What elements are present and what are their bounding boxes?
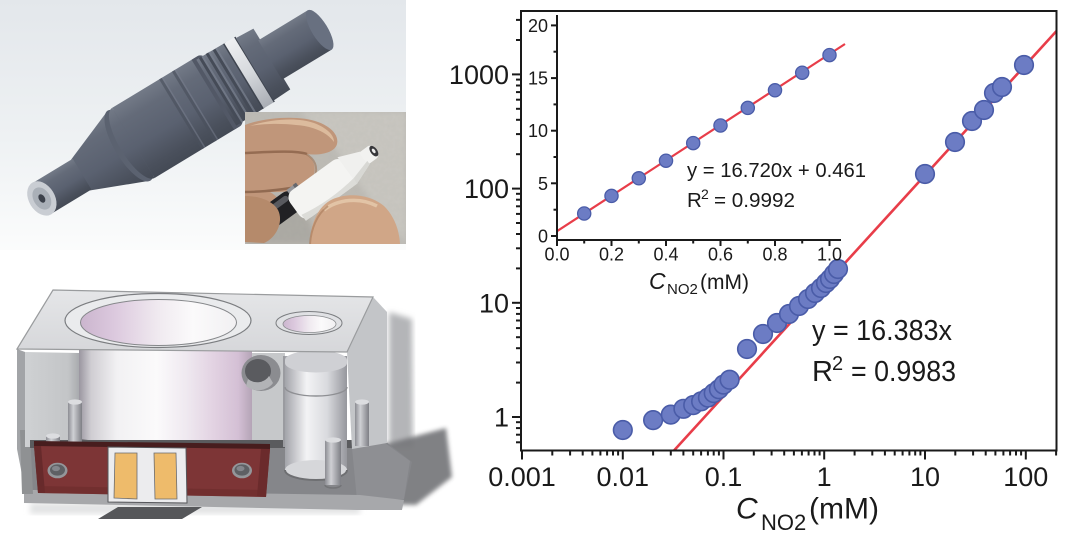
svg-text:20: 20 [528, 16, 548, 36]
svg-text:= 0.9992: = 0.9992 [714, 189, 795, 212]
svg-text:0.4: 0.4 [653, 245, 678, 265]
svg-text:0.1: 0.1 [705, 462, 743, 492]
svg-text:5: 5 [538, 174, 548, 194]
svg-text:0.2: 0.2 [599, 245, 624, 265]
svg-text:0: 0 [538, 227, 548, 247]
svg-text:0.6: 0.6 [708, 245, 733, 265]
svg-text:0.0: 0.0 [544, 245, 569, 265]
svg-text:15: 15 [528, 69, 548, 89]
svg-text:1.0: 1.0 [817, 245, 842, 265]
svg-text:100: 100 [1003, 462, 1048, 492]
svg-text:0.001: 0.001 [488, 462, 556, 492]
svg-text:10: 10 [910, 462, 940, 492]
svg-text:1: 1 [494, 403, 509, 433]
svg-text:10: 10 [479, 288, 509, 318]
svg-text:C: C [649, 268, 666, 294]
svg-text:0.8: 0.8 [762, 245, 787, 265]
svg-text:0.01: 0.01 [597, 462, 650, 492]
svg-text:2: 2 [832, 353, 843, 375]
svg-text:= 0.9983: = 0.9983 [851, 356, 956, 388]
svg-text:y = 16.383x: y = 16.383x [812, 315, 952, 347]
svg-text:2: 2 [701, 186, 709, 202]
svg-text:NO2: NO2 [667, 281, 698, 298]
svg-text:NO2: NO2 [761, 510, 806, 535]
svg-text:1000: 1000 [449, 60, 509, 90]
svg-text:y = 16.720x + 0.461: y = 16.720x + 0.461 [687, 159, 866, 182]
svg-text:10: 10 [528, 121, 548, 141]
svg-text:R: R [687, 189, 702, 212]
svg-text:100: 100 [464, 174, 509, 204]
svg-text:1: 1 [817, 462, 832, 492]
svg-text:(mM): (mM) [809, 493, 879, 526]
svg-text:C: C [736, 493, 758, 526]
svg-text:R: R [812, 356, 833, 388]
svg-text:(mM): (mM) [700, 271, 749, 294]
